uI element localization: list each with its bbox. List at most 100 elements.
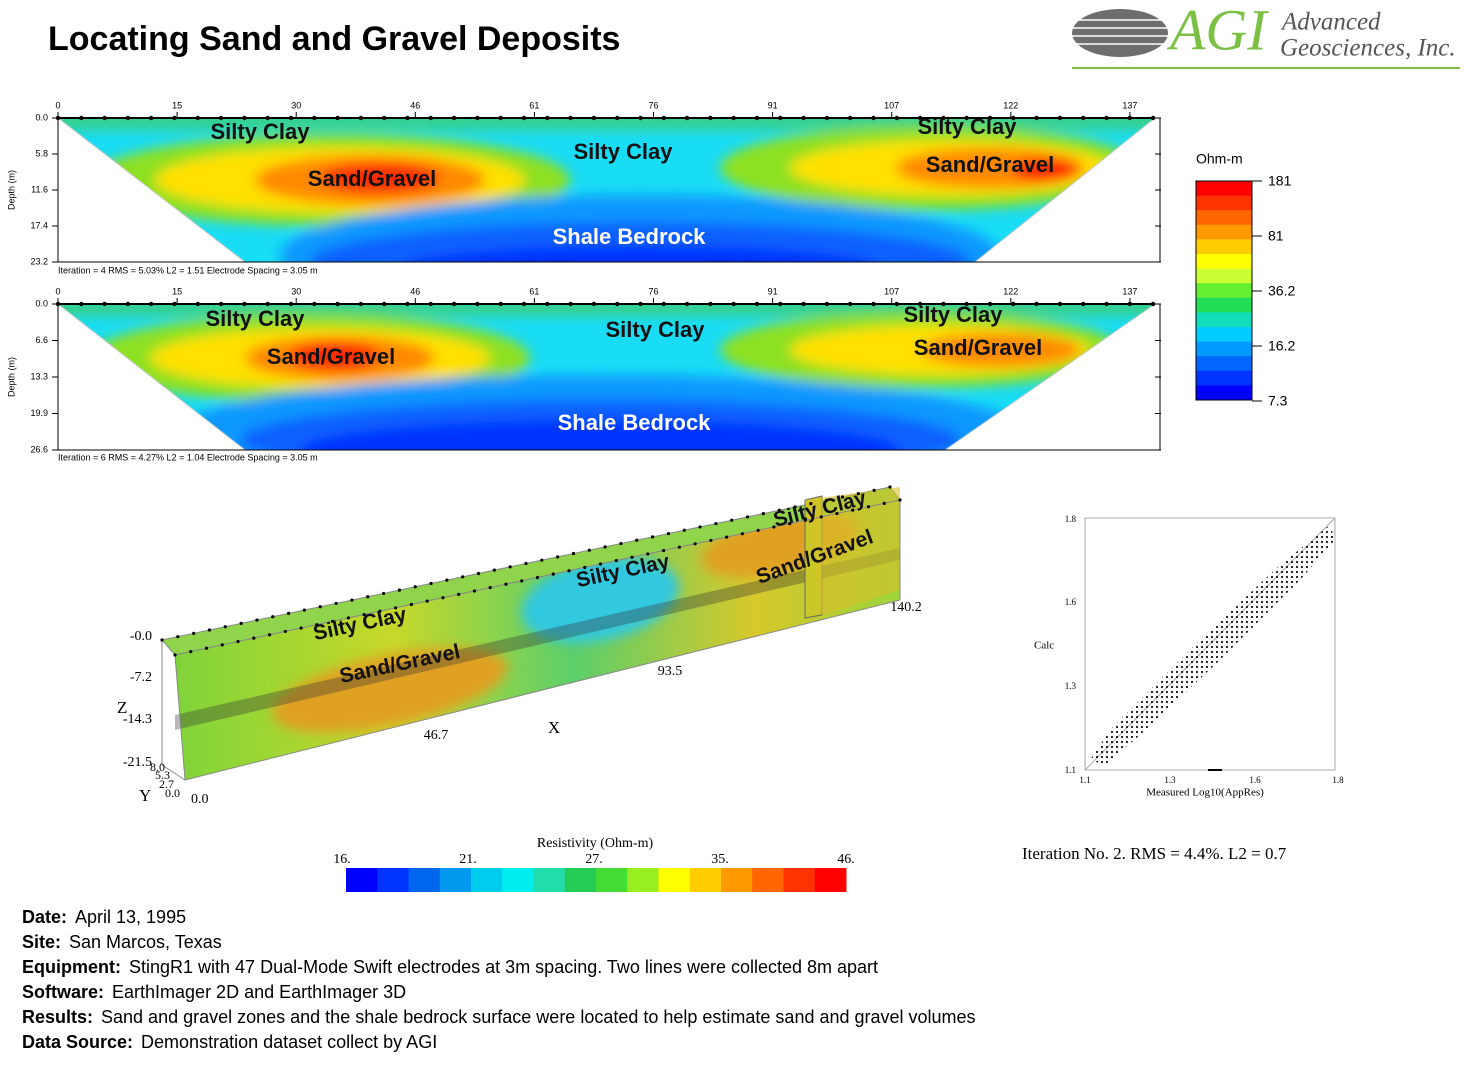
- x-tick-label: 46: [410, 286, 420, 296]
- axis-label: Z: [117, 698, 127, 717]
- electrode: [176, 635, 180, 639]
- electrode: [242, 115, 247, 121]
- zone-label: Silty Clay: [210, 119, 310, 144]
- electrode: [851, 508, 855, 512]
- electrode: [252, 636, 256, 640]
- color-swatch: [814, 868, 847, 892]
- electrode: [714, 521, 718, 526]
- electrode: [835, 511, 839, 516]
- electrode: [684, 115, 690, 121]
- electrode: [591, 115, 597, 121]
- crossplot: [1084, 517, 1336, 771]
- electrode: [267, 633, 272, 637]
- electrode: [754, 115, 760, 121]
- electrode: [587, 548, 591, 552]
- electrode: [498, 301, 503, 307]
- y-tick-label: 0.0: [35, 298, 48, 308]
- colorbar-tick: 27.: [585, 852, 603, 867]
- electrode: [614, 559, 618, 563]
- electrode: [1011, 115, 1016, 121]
- point-cloud: [1090, 525, 1335, 765]
- color-swatch: [783, 868, 816, 892]
- electrode: [425, 599, 429, 603]
- note: Software: EarthImager 2D and EarthImager …: [22, 982, 406, 1002]
- color-swatch: [1196, 210, 1252, 226]
- electrode: [302, 608, 307, 612]
- axis-label: X: [548, 718, 560, 737]
- y-tick-label: 1.8: [1065, 514, 1077, 524]
- y-tick-label: 1.6: [1065, 597, 1077, 607]
- electrode: [195, 301, 200, 307]
- electrode: [1081, 115, 1086, 121]
- electrode: [1104, 115, 1109, 121]
- color-swatch: [439, 868, 472, 892]
- electrode: [646, 552, 650, 556]
- electrode: [287, 611, 291, 615]
- electrode: [358, 115, 364, 121]
- color-swatch: [377, 868, 409, 892]
- electrode: [638, 115, 643, 121]
- electrode: [725, 535, 729, 539]
- colorbar-tick: 7.3: [1268, 393, 1288, 409]
- electrode: [731, 115, 736, 121]
- electrode: [698, 525, 702, 529]
- note-label: Date:: [22, 907, 67, 927]
- electrode: [709, 538, 713, 543]
- note-text: Sand and gravel zones and the shale bedr…: [101, 1007, 976, 1027]
- zone-label: Shale Bedrock: [558, 410, 712, 435]
- electrode: [809, 502, 813, 506]
- electrode: [331, 619, 335, 623]
- x-tick-label: 61: [529, 286, 539, 296]
- electrode: [772, 525, 776, 529]
- color-swatch: [533, 868, 566, 892]
- electrode: [102, 115, 107, 121]
- electrode: [451, 301, 457, 307]
- caption: Iteration No. 2. RMS = 4.4%. L2 = 0.7: [1022, 844, 1287, 863]
- color-swatch: [1196, 370, 1252, 386]
- electrode: [189, 650, 193, 654]
- axis-label: Measured Log10(AppRes): [1146, 787, 1264, 799]
- electrode: [598, 562, 603, 566]
- electrode: [524, 561, 528, 566]
- electrode: [651, 535, 655, 539]
- electrode: [1057, 115, 1063, 121]
- model-3d: [161, 486, 901, 781]
- electrode: [335, 115, 340, 121]
- electrode: [457, 592, 461, 596]
- note: Date: April 13, 1995: [22, 907, 186, 927]
- colorbar-tick: 81: [1268, 228, 1284, 244]
- electrode: [125, 115, 131, 121]
- electrode: [819, 515, 823, 519]
- electrode: [740, 532, 744, 536]
- electrode: [682, 528, 686, 532]
- electrode: [520, 579, 524, 583]
- electrode: [545, 115, 550, 121]
- zone-label: Sand/Gravel: [926, 152, 1054, 177]
- electrode: [315, 623, 319, 627]
- x-tick-label: 137: [1122, 100, 1137, 110]
- electrode: [498, 115, 503, 121]
- electrode: [218, 301, 224, 307]
- electrode: [545, 301, 550, 307]
- electrode: [894, 115, 899, 121]
- z-tick-label: -7.2: [130, 670, 152, 685]
- section-image: [58, 118, 1155, 262]
- color-swatch: [721, 868, 753, 892]
- zone-label: Silty Clay: [903, 302, 1003, 327]
- electrode: [866, 505, 871, 509]
- colorbar-tick: 46.: [837, 852, 855, 867]
- colorbar-tick: 16.: [333, 852, 351, 867]
- electrode: [661, 301, 666, 307]
- electrode: [428, 301, 433, 307]
- electrode: [894, 301, 899, 307]
- z-tick-label: -14.3: [123, 712, 152, 727]
- x-tick-label: 1.6: [1249, 775, 1261, 785]
- color-swatch: [1196, 195, 1252, 211]
- note-label: Results:: [22, 1007, 93, 1027]
- x-tick-label: 15: [172, 100, 182, 110]
- electrode: [803, 518, 808, 522]
- electrode: [283, 629, 287, 634]
- electrode: [378, 609, 382, 613]
- note: Equipment: StingR1 with 47 Dual-Mode Swif…: [22, 957, 878, 977]
- y-tick-label: 5.3: [155, 768, 170, 782]
